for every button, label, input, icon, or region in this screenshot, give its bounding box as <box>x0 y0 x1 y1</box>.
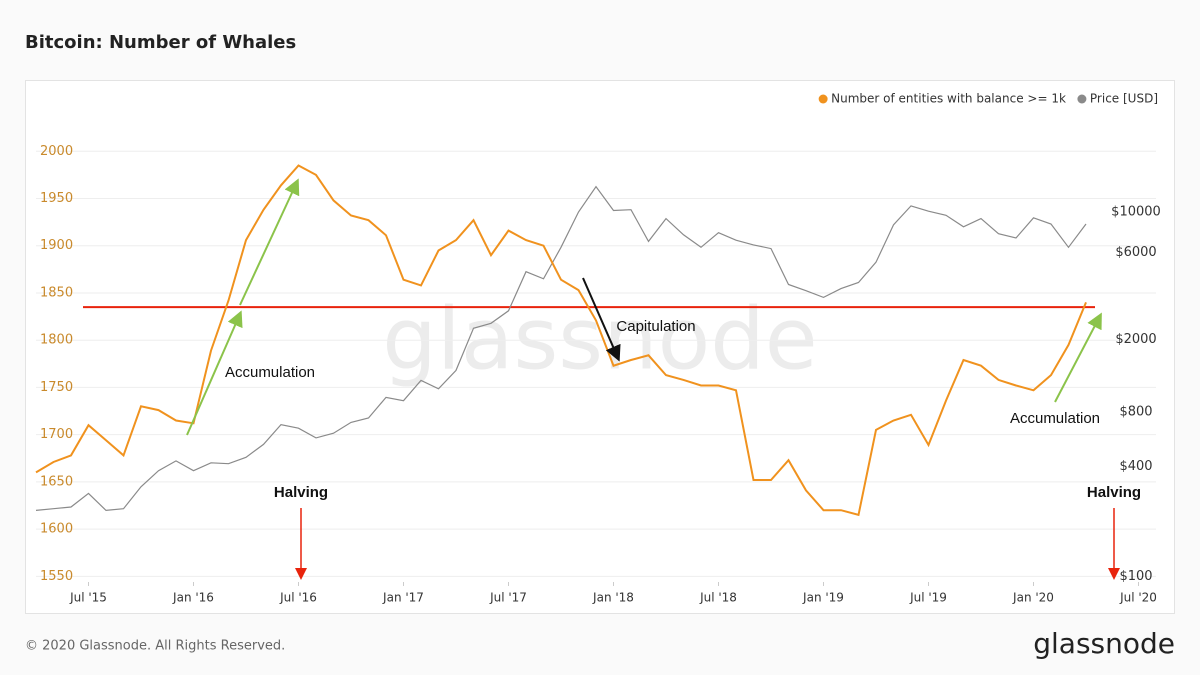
x-tick-label: Jul '20 <box>1119 591 1157 605</box>
annotation: Capitulation <box>616 318 695 335</box>
x-tick-label: Jan '16 <box>172 591 214 605</box>
y2-tick-label: $6000 <box>1115 245 1156 260</box>
y-tick-label: 1700 <box>40 427 73 442</box>
y-tick-label: 1750 <box>40 380 73 395</box>
series-line <box>35 185 1087 512</box>
y-tick-label: 1550 <box>40 569 73 584</box>
x-tick-label: Jul '16 <box>279 591 317 605</box>
x-tick-label: Jul '19 <box>909 591 947 605</box>
x-tick-label: Jan '17 <box>382 591 424 605</box>
y-tick-label: 1600 <box>40 522 73 537</box>
y2-tick-label: $100 <box>1119 569 1152 584</box>
y2-tick-label: $10000 <box>1111 205 1161 220</box>
legend-marker <box>1077 94 1087 104</box>
x-tick-label: Jan '20 <box>1012 591 1054 605</box>
y2-tick-label: $2000 <box>1115 332 1156 347</box>
y-tick-label: 1950 <box>40 191 73 206</box>
legend-label: Number of entities with balance >= 1k <box>831 92 1066 106</box>
y-tick-label: 1900 <box>40 238 73 253</box>
annotation: Accumulation <box>225 364 315 381</box>
x-tick-label: Jul '18 <box>699 591 737 605</box>
y-tick-label: 1650 <box>40 474 73 489</box>
x-tick-label: Jan '18 <box>592 591 634 605</box>
annotation: Accumulation <box>1010 410 1100 427</box>
arrow <box>186 310 243 436</box>
legend-marker <box>818 94 828 104</box>
logo: glassnode <box>1033 627 1175 660</box>
arrow <box>1054 312 1102 403</box>
x-tick-label: Jan '19 <box>802 591 844 605</box>
legend-label: Price [USD] <box>1090 92 1158 106</box>
annotation: Halving <box>274 484 328 501</box>
arrow <box>239 178 300 306</box>
y-tick-label: 2000 <box>40 144 73 159</box>
arrow <box>582 277 621 362</box>
x-tick-label: Jul '15 <box>69 591 107 605</box>
plot: 1550 1600 1650 1700 1750 1800 1850 1900 1950 2000… <box>35 92 1161 605</box>
y2-tick-label: $400 <box>1119 459 1152 474</box>
series-line <box>35 164 1087 517</box>
plot-frame <box>25 80 1175 614</box>
chart-title: Bitcoin: Number of Whales <box>25 32 296 53</box>
annotation: Halving <box>1087 484 1141 501</box>
y2-tick-label: $800 <box>1119 404 1152 419</box>
watermark: glassnode <box>382 289 817 389</box>
y-tick-label: 1800 <box>40 333 73 348</box>
footer: © 2020 Glassnode. All Rights Reserved. <box>25 639 285 654</box>
x-tick-label: Jul '17 <box>489 591 527 605</box>
y-tick-label: 1850 <box>40 285 73 300</box>
